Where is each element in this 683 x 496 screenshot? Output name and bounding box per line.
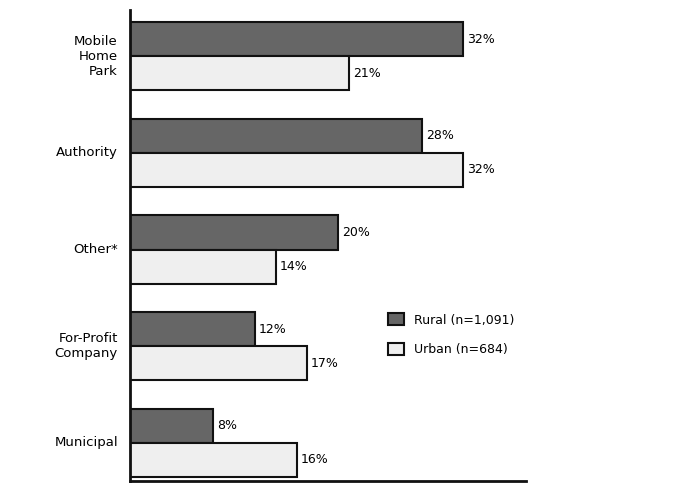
Bar [130, 119, 421, 153]
Text: 32%: 32% [468, 164, 495, 177]
Bar [130, 346, 307, 380]
Text: 12%: 12% [259, 323, 287, 336]
Bar [130, 249, 276, 284]
Text: 20%: 20% [342, 226, 370, 239]
Legend: Rural (n=1,091), Urban (n=684): Rural (n=1,091), Urban (n=684) [383, 309, 520, 361]
Text: 14%: 14% [280, 260, 307, 273]
Bar [130, 443, 296, 477]
Text: 21%: 21% [353, 67, 380, 80]
Text: 8%: 8% [217, 420, 237, 433]
Bar [130, 215, 338, 249]
Text: 28%: 28% [426, 129, 454, 142]
Bar [130, 312, 255, 346]
Bar [130, 22, 463, 56]
Text: 16%: 16% [301, 453, 329, 467]
Text: 32%: 32% [468, 33, 495, 46]
Bar [130, 153, 463, 187]
Text: 17%: 17% [311, 357, 339, 370]
Bar [130, 409, 213, 443]
Bar [130, 56, 349, 90]
